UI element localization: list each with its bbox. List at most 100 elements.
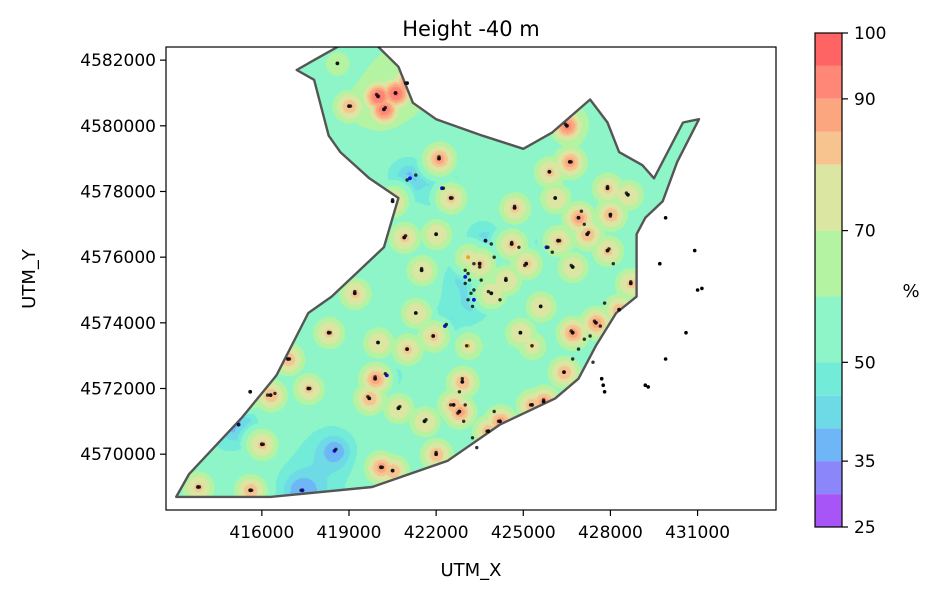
site-point (248, 389, 253, 394)
sample-point (492, 409, 496, 414)
sample-point (261, 442, 265, 446)
sample-point (466, 271, 470, 276)
site-point (434, 232, 438, 237)
site-point (408, 176, 412, 181)
sample-point (569, 329, 573, 333)
x-tick-label: 416000 (229, 523, 294, 543)
sample-point (456, 411, 460, 415)
outside-point (663, 357, 668, 361)
sample-point (469, 291, 473, 295)
site-point (335, 61, 340, 66)
sample-point (498, 298, 502, 302)
sample-point (553, 196, 557, 200)
sample-point (424, 418, 428, 422)
sample-point (605, 184, 610, 189)
colorbar-band (815, 164, 842, 231)
sample-point (576, 216, 581, 220)
x-tick-label: 422000 (404, 523, 469, 543)
sample-point (608, 214, 613, 218)
sample-point (414, 173, 418, 177)
sample-point (403, 234, 408, 238)
colorbar-band (815, 494, 842, 527)
sample-point (467, 278, 472, 282)
plot-frame (165, 46, 777, 511)
sample-point (273, 391, 277, 396)
y-tick-label: 4570000 (80, 445, 156, 465)
site-point (489, 291, 494, 296)
sample-point (579, 209, 584, 213)
sample-points (196, 61, 704, 493)
site-point (268, 393, 273, 397)
x-tick-label: 428000 (578, 523, 643, 543)
sample-point (390, 198, 395, 202)
colorbar-band (815, 461, 842, 494)
sample-point (197, 485, 202, 489)
colorbar-band (815, 428, 842, 462)
sample-point (464, 344, 469, 348)
sample-point (366, 395, 370, 399)
sample-point (539, 304, 543, 309)
x-tick-label: 419000 (317, 523, 382, 543)
sample-point (582, 337, 586, 341)
sample-point (547, 170, 552, 174)
sample-point (353, 289, 357, 294)
sample-point (472, 288, 476, 292)
sample-point (466, 298, 470, 302)
sample-point (393, 91, 398, 95)
site-point (413, 311, 418, 315)
y-tick-label: 4576000 (80, 248, 156, 268)
colorbar-band (815, 131, 842, 165)
sample-point (485, 429, 489, 433)
sample-point (492, 255, 496, 259)
colorbar-band (815, 230, 842, 297)
y-axis-label: UTM_Y (19, 248, 40, 309)
sample-point (463, 403, 467, 407)
sample-point (586, 230, 591, 235)
sample-point (510, 240, 514, 245)
sample-point (523, 263, 527, 268)
outside-point (601, 383, 605, 388)
sample-point (483, 239, 488, 243)
sample-point (569, 160, 573, 164)
sample-point (550, 250, 554, 254)
sample-point (348, 104, 353, 108)
sample-point (629, 280, 633, 284)
sample-point (434, 450, 438, 455)
sample-point (602, 301, 607, 305)
sample-point (405, 178, 409, 182)
colorbar: 25 35 50 70 90 100 (814, 24, 886, 538)
colorbar-tick-label: 70 (854, 222, 876, 242)
y-tick-label: 4572000 (80, 380, 156, 400)
sample-point (475, 445, 479, 450)
outside-point (692, 248, 697, 253)
y-tick-label: 4578000 (80, 182, 156, 202)
sample-point (588, 334, 592, 338)
sample-point (437, 155, 441, 159)
sample-point (419, 266, 424, 271)
sample-point (308, 386, 312, 391)
outside-point (663, 216, 668, 220)
sample-point (334, 447, 338, 451)
x-tick-label: 425000 (491, 523, 556, 543)
sample-point (489, 242, 493, 246)
colorbar-band (815, 296, 842, 363)
sample-point (504, 276, 508, 281)
sample-point (607, 247, 611, 251)
colorbar-frame (814, 32, 843, 528)
outside-point (684, 330, 688, 335)
x-axis-label: UTM_X (440, 560, 501, 581)
outside-point (658, 261, 662, 266)
sample-point (598, 324, 602, 328)
colorbar-tick-label: 50 (854, 353, 876, 373)
sample-point (462, 419, 466, 423)
sample-point (390, 468, 395, 473)
sample-point (463, 281, 467, 286)
outside-point (643, 383, 648, 388)
sample-point (403, 81, 408, 85)
sample-point (546, 245, 550, 249)
site-point (472, 297, 476, 302)
sample-point (557, 239, 562, 243)
sample-point (457, 390, 462, 394)
